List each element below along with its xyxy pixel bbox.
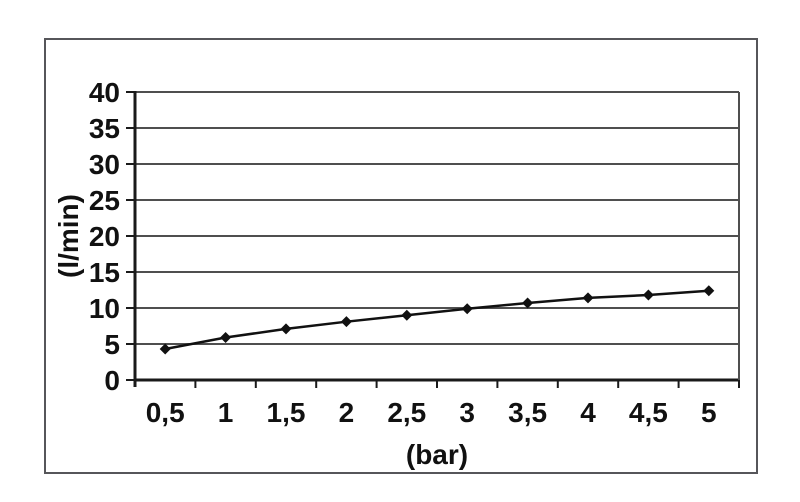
y-tick-label: 5 bbox=[104, 329, 120, 360]
y-tick-label: 30 bbox=[89, 149, 120, 180]
x-tick-label: 2,5 bbox=[387, 397, 426, 428]
series-line bbox=[163, 289, 711, 351]
y-tick-label: 35 bbox=[89, 113, 120, 144]
x-tick-label: 3 bbox=[459, 397, 475, 428]
data-point bbox=[461, 303, 473, 315]
x-tick-label: 2 bbox=[339, 397, 355, 428]
y-axis-title: (l/min) bbox=[53, 194, 84, 278]
data-point bbox=[340, 316, 352, 328]
x-tick-label: 0,5 bbox=[146, 397, 185, 428]
y-tick-label: 15 bbox=[89, 257, 120, 288]
chart-frame bbox=[44, 38, 758, 474]
x-axis-title: (bar) bbox=[405, 439, 469, 470]
data-point bbox=[220, 332, 232, 344]
x-tick-label: 1 bbox=[218, 397, 234, 428]
x-tick-label: 5 bbox=[701, 397, 717, 428]
y-tick-label: 25 bbox=[89, 185, 120, 216]
y-tick-label: 0 bbox=[104, 365, 120, 396]
data-point bbox=[401, 309, 413, 321]
data-point bbox=[642, 289, 654, 301]
x-tick-label: 4 bbox=[580, 397, 596, 428]
x-tick-label: 4,5 bbox=[629, 397, 668, 428]
data-point bbox=[522, 297, 534, 309]
y-tick-label: 10 bbox=[89, 293, 120, 324]
data-point bbox=[703, 285, 715, 297]
data-point bbox=[159, 343, 171, 355]
data-point bbox=[582, 292, 594, 304]
y-tick-label: 20 bbox=[89, 221, 120, 252]
x-tick-label: 3,5 bbox=[508, 397, 547, 428]
data-point bbox=[280, 323, 292, 335]
y-tick-label: 40 bbox=[89, 77, 120, 108]
x-tick-label: 1,5 bbox=[267, 397, 306, 428]
